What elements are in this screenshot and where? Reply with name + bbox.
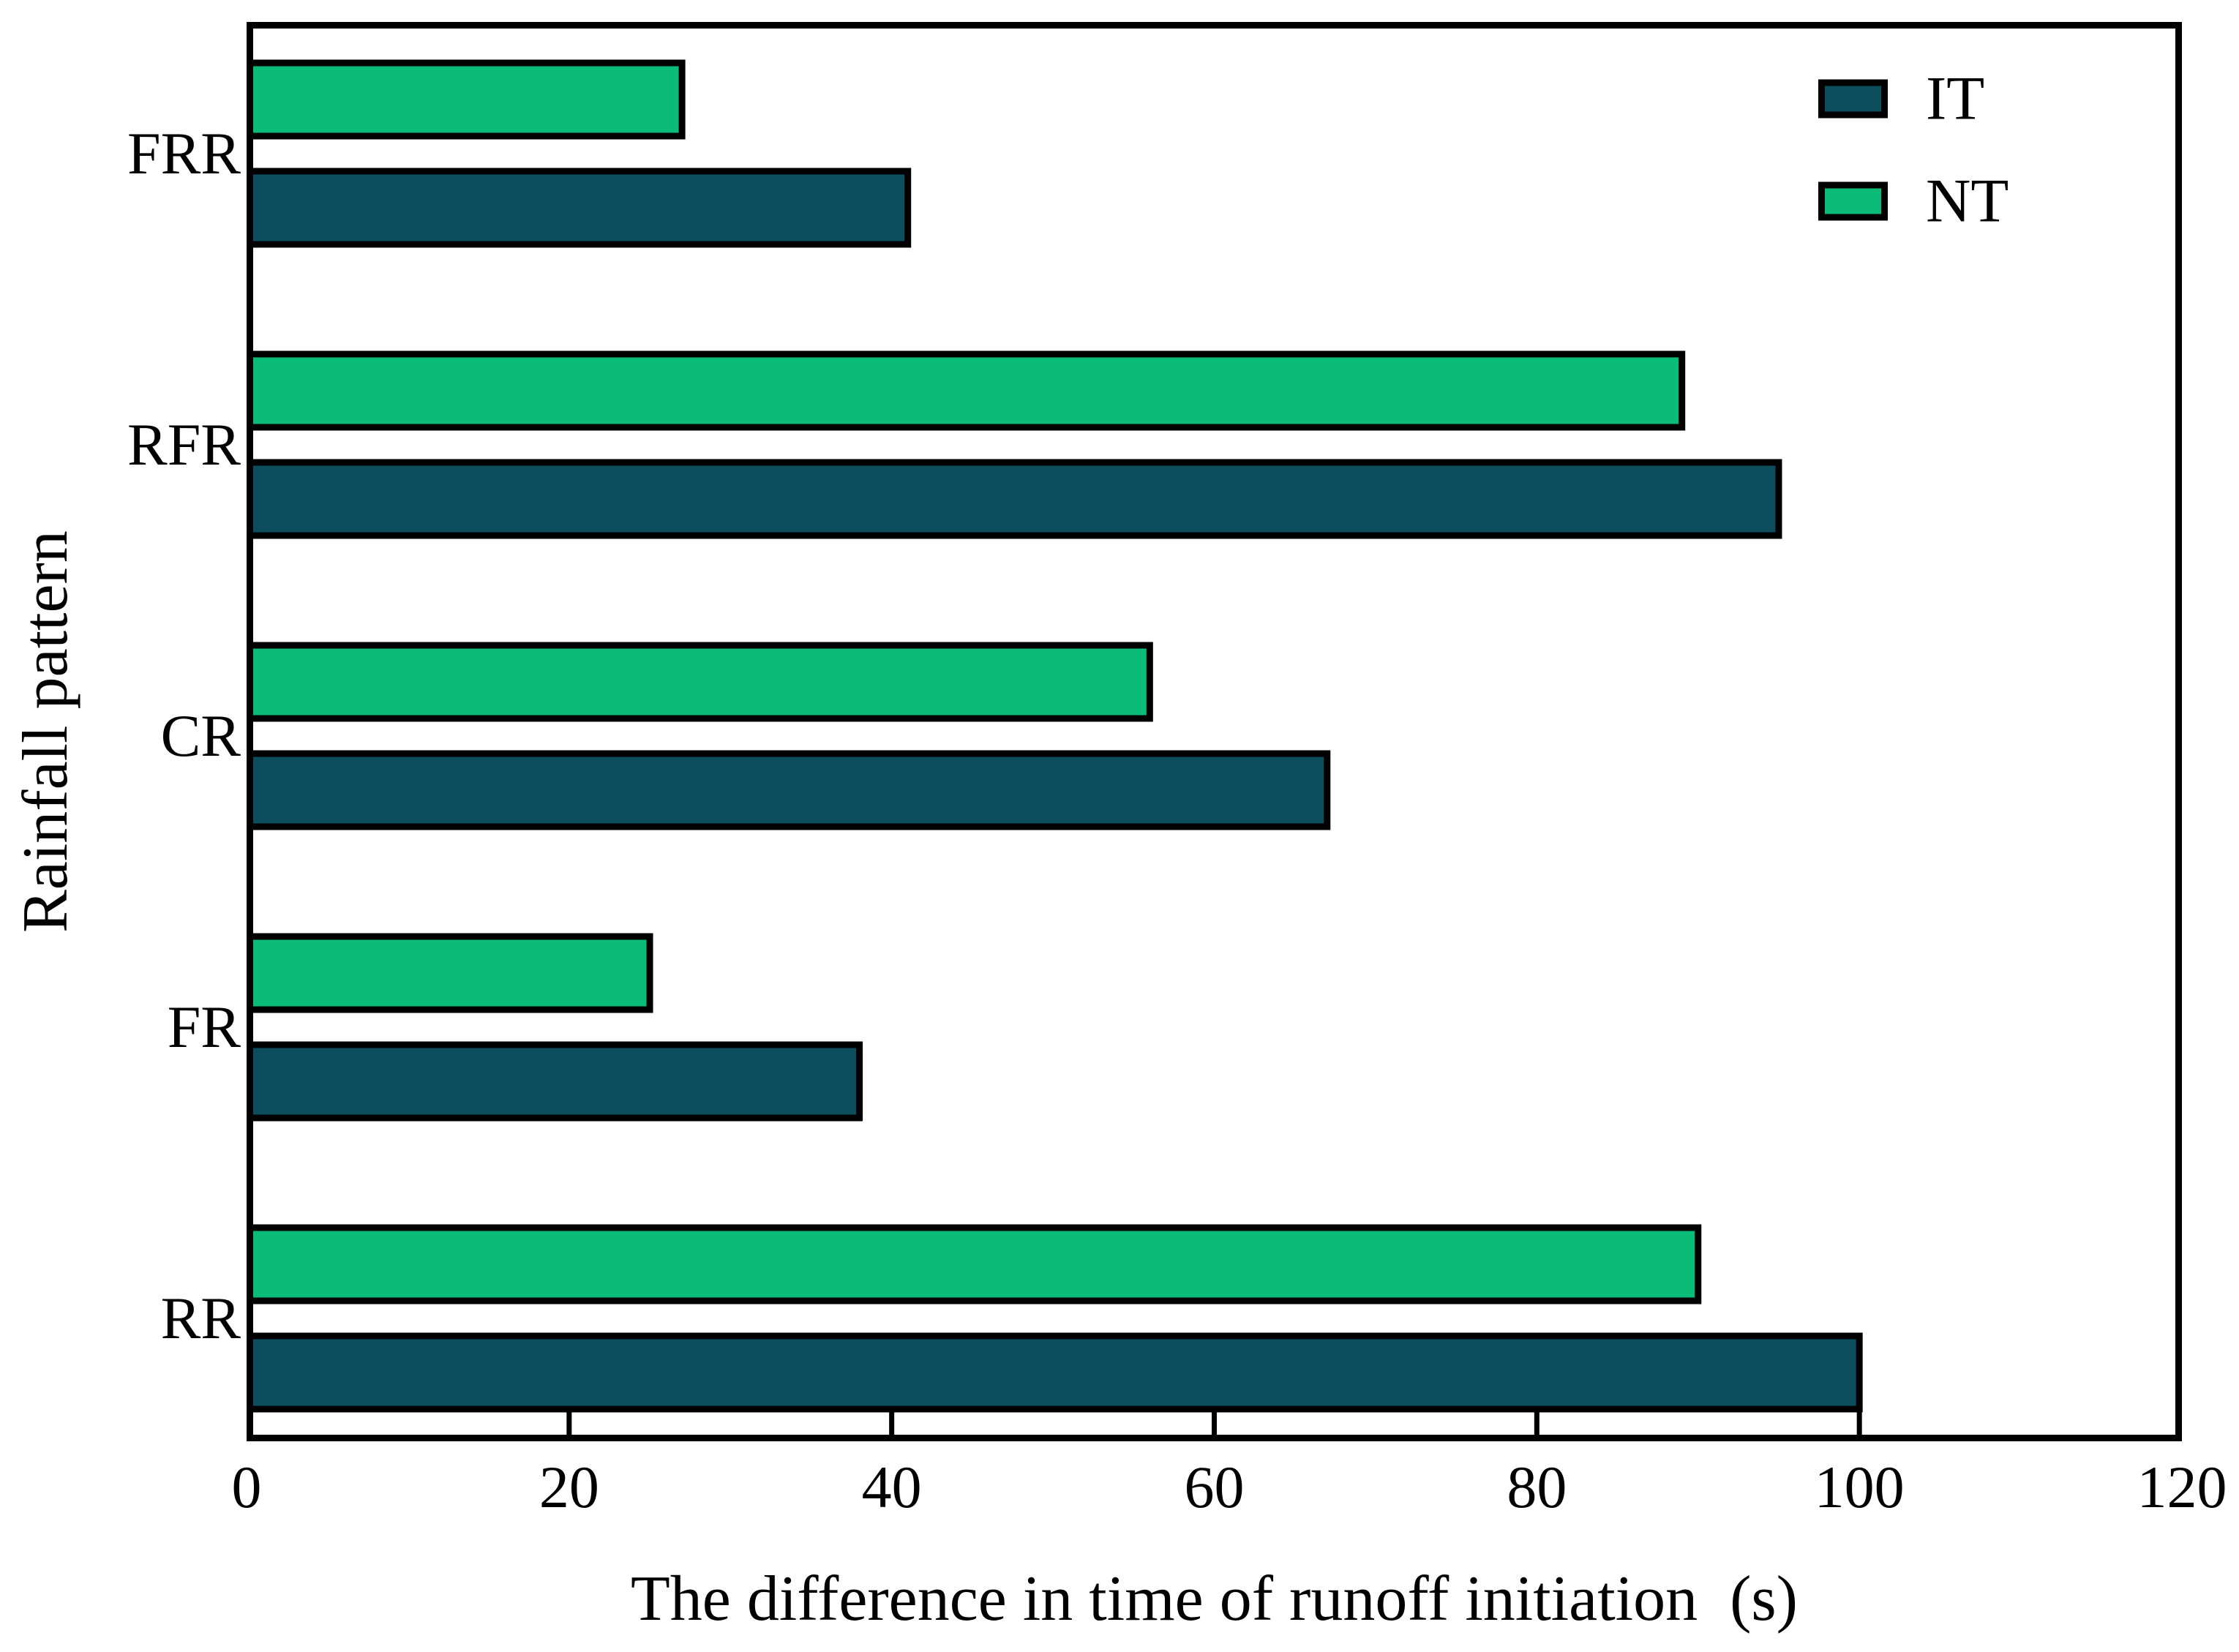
bar-it-fr xyxy=(247,1041,863,1122)
y-category-label-frr: FRR xyxy=(127,120,241,187)
legend-swatch-it xyxy=(1818,79,1888,119)
y-category-label-cr: CR xyxy=(160,702,241,769)
x-axis-title: The difference in time of runoff initiat… xyxy=(631,1563,1798,1634)
x-tick-label-20: 20 xyxy=(539,1454,599,1520)
x-tick-label-80: 80 xyxy=(1507,1454,1567,1520)
x-tick-label-120: 120 xyxy=(2137,1454,2227,1520)
x-tick-label-40: 40 xyxy=(861,1454,922,1520)
legend-item-it: IT xyxy=(1818,64,1985,133)
bar-it-cr xyxy=(247,750,1331,830)
x-tick-label-100: 100 xyxy=(1814,1454,1905,1520)
legend-item-nt: NT xyxy=(1818,170,2009,233)
legend-label-nt: NT xyxy=(1926,166,2009,236)
legend-swatch-nt xyxy=(1818,181,1888,221)
x-tick-label-0: 0 xyxy=(231,1454,262,1520)
bar-nt-rfr xyxy=(247,350,1686,431)
bar-it-rfr xyxy=(247,459,1782,539)
y-category-label-rfr: RFR xyxy=(127,411,241,478)
legend-label-it: IT xyxy=(1926,64,1985,133)
bar-it-frr xyxy=(247,168,912,248)
bar-nt-rr xyxy=(247,1224,1702,1304)
plot-area xyxy=(247,22,2182,1441)
bar-it-rr xyxy=(247,1332,1863,1413)
x-tick-label-60: 60 xyxy=(1184,1454,1245,1520)
bar-nt-cr xyxy=(247,642,1153,722)
bar-nt-fr xyxy=(247,933,653,1013)
y-category-label-fr: FR xyxy=(167,994,241,1060)
y-category-label-rr: RR xyxy=(160,1285,241,1351)
bar-nt-frr xyxy=(247,59,686,140)
plot-frame xyxy=(247,22,2182,1441)
